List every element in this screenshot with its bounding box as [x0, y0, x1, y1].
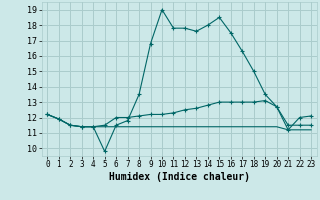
X-axis label: Humidex (Indice chaleur): Humidex (Indice chaleur): [109, 172, 250, 182]
